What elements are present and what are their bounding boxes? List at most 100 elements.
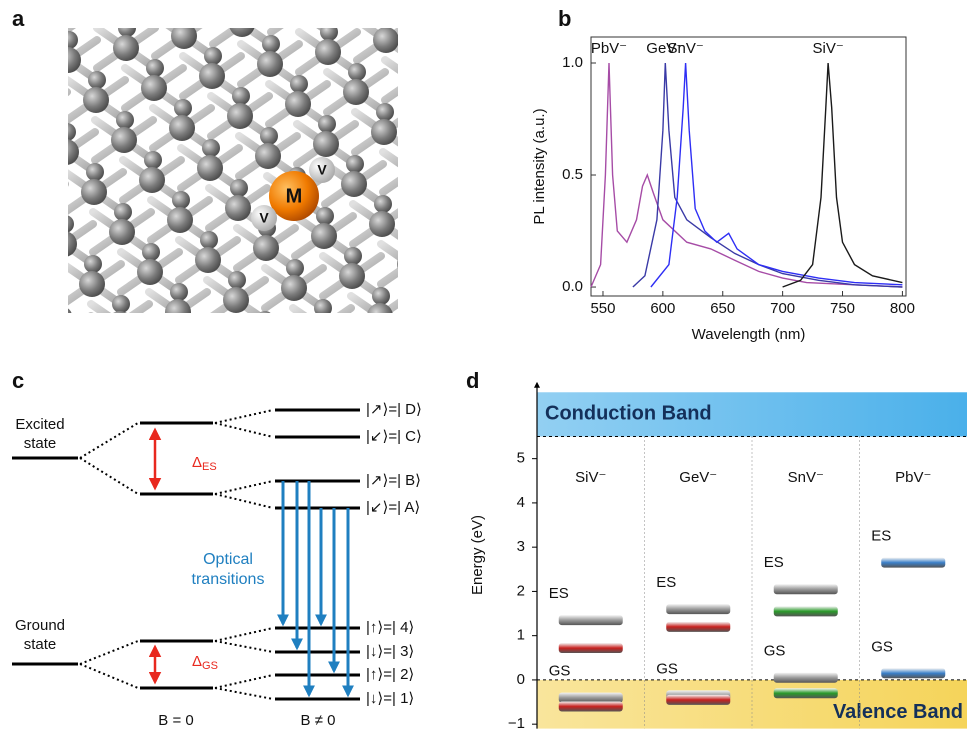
bond	[7, 204, 36, 224]
atom	[311, 223, 337, 249]
bond	[33, 336, 62, 356]
atom	[314, 299, 332, 313]
bond	[377, 312, 383, 313]
bond	[499, 128, 528, 148]
level-bar	[881, 557, 946, 568]
atom	[86, 163, 104, 181]
bond	[271, 0, 300, 12]
atom	[2, 43, 20, 61]
bond	[9, 112, 38, 132]
column-label: SnV⁻	[788, 469, 824, 486]
atom	[0, 59, 23, 85]
panel-letter: c	[12, 368, 24, 393]
bond	[409, 284, 438, 304]
atom	[27, 7, 53, 33]
bond	[0, 32, 11, 52]
bond	[5, 296, 34, 316]
bond	[68, 56, 72, 65]
atom	[458, 315, 476, 333]
bond	[300, 0, 329, 12]
atom	[227, 103, 253, 129]
series-label: GeV⁻	[646, 40, 684, 57]
bond	[410, 244, 439, 264]
bond	[148, 344, 177, 364]
x-tick-label: 550	[590, 300, 615, 317]
bond	[156, 0, 185, 16]
atom	[348, 63, 366, 81]
ket-label: |↙⟩=| C⟩	[366, 428, 422, 445]
bond	[440, 192, 469, 212]
delta: Δ	[192, 454, 202, 471]
bond	[6, 256, 35, 276]
bond	[440, 212, 469, 232]
atom	[320, 28, 338, 41]
bond	[555, 228, 584, 248]
state-label: Excited	[15, 416, 64, 433]
atom	[234, 0, 252, 13]
bond	[214, 0, 243, 4]
atom	[489, 3, 515, 29]
vacancy-label: V	[259, 210, 269, 226]
bond	[185, 0, 214, 4]
bond	[414, 80, 443, 100]
bond	[411, 212, 440, 232]
atom	[25, 99, 51, 125]
bond	[612, 268, 641, 288]
bond	[502, 16, 531, 36]
bond	[62, 336, 91, 356]
atom	[68, 215, 74, 233]
bond	[0, 236, 6, 256]
bond	[10, 72, 39, 92]
atom	[225, 195, 251, 221]
bond	[530, 56, 559, 76]
atom	[85, 0, 111, 21]
bond	[409, 304, 438, 324]
bond	[585, 156, 614, 176]
bond	[415, 28, 444, 48]
y-tick-label: 0.0	[562, 278, 583, 295]
atom	[432, 183, 450, 201]
atom	[232, 87, 250, 105]
bond	[558, 96, 587, 116]
bond	[0, 164, 8, 184]
bond	[68, 127, 71, 136]
bond	[206, 352, 235, 372]
bond	[61, 376, 90, 396]
plot-frame	[590, 36, 907, 297]
atom	[436, 0, 454, 17]
bond	[525, 280, 554, 300]
atom	[200, 231, 218, 249]
bond	[499, 148, 528, 168]
delta-es: ΔES	[192, 454, 217, 473]
state-label: ES	[764, 554, 784, 571]
bond	[444, 28, 473, 48]
bond	[615, 104, 644, 124]
atom	[494, 0, 512, 5]
bond	[586, 136, 615, 156]
field-label: B ≠ 0	[301, 712, 336, 729]
atom	[632, 279, 650, 297]
y-axis-label: Energy (eV)	[469, 515, 486, 595]
transitions-label: Optical	[203, 551, 253, 568]
atom	[402, 235, 420, 253]
delta: Δ	[192, 653, 202, 670]
atom	[427, 199, 453, 225]
bond	[616, 64, 645, 84]
atom	[23, 191, 49, 217]
bond	[381, 56, 398, 74]
bond	[68, 148, 70, 156]
bond	[502, 0, 531, 16]
bond	[700, 184, 729, 204]
bond	[91, 324, 120, 344]
bond	[0, 256, 6, 276]
bond	[119, 364, 148, 384]
atom	[636, 95, 654, 113]
splitting-lines	[79, 409, 274, 700]
column-label: PbV⁻	[895, 469, 931, 486]
atom	[631, 111, 657, 137]
atom	[608, 55, 626, 73]
atom	[0, 227, 16, 245]
atom	[143, 0, 169, 9]
level-bar	[666, 604, 731, 615]
bond	[614, 176, 643, 196]
